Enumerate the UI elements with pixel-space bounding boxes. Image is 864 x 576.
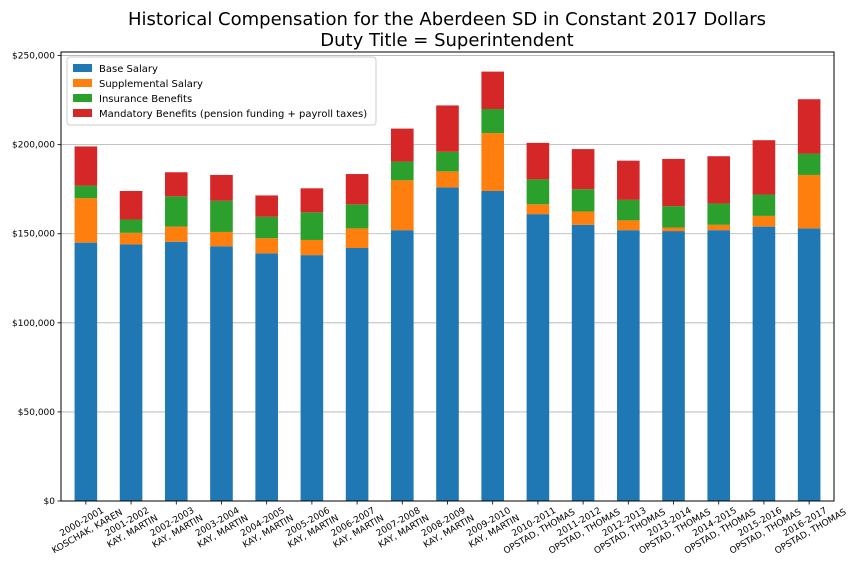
legend-label: Mandatory Benefits (pension funding + pa… — [99, 109, 367, 120]
bar-segment — [119, 190, 143, 220]
y-axis: $0 $50,000 $100,000 $150,000 $200,000 $250,00… — [12, 52, 61, 507]
bar-segment — [752, 140, 776, 195]
bar-segment — [571, 189, 595, 212]
bar-segment — [164, 241, 188, 501]
bar-segment — [390, 230, 414, 501]
bar-segment — [210, 231, 233, 247]
legend-swatch — [73, 109, 92, 117]
bar-segment — [526, 179, 550, 205]
bar-segment — [662, 158, 685, 207]
bar-segment — [752, 215, 776, 227]
bar-segment — [345, 247, 369, 501]
bar-segment — [752, 226, 776, 501]
bar-segment — [255, 216, 278, 239]
bar-segment — [119, 219, 143, 233]
bar-segment — [345, 204, 369, 229]
bar-segment — [74, 146, 98, 186]
y-tick-label: $50,000 — [18, 408, 55, 418]
chart-title-line-2: Duty Title = Superintendent — [320, 30, 573, 51]
bar-segment — [210, 246, 233, 501]
chart-title-line-1: Historical Compensation for the Aberdeen… — [128, 9, 766, 30]
bar-segment — [797, 153, 821, 175]
legend-swatch — [73, 79, 92, 87]
bar-segment — [210, 200, 233, 232]
bar-segment — [571, 149, 595, 190]
legend: Base Salary Supplemental Salary Insurance … — [66, 56, 377, 126]
bar-segment — [436, 151, 459, 172]
bar-segment — [210, 174, 233, 201]
bar-segment — [74, 185, 98, 199]
y-tick-label: $200,000 — [12, 141, 55, 151]
bar-segment — [164, 226, 188, 242]
bar-segment — [119, 232, 143, 245]
bar-segment — [707, 230, 731, 501]
bar-segment — [662, 227, 685, 232]
bar-segment — [300, 255, 324, 501]
bar-segment — [617, 230, 640, 501]
bar-segment — [752, 194, 776, 216]
bar-segment — [436, 171, 459, 188]
bar-segment — [481, 133, 505, 191]
y-tick-label: $100,000 — [12, 319, 55, 329]
bar-segment — [300, 239, 324, 256]
bar-segment — [526, 142, 550, 180]
bar-segment — [526, 204, 550, 215]
bar-segment — [164, 196, 188, 227]
bar-segment — [662, 206, 685, 228]
bar-segment — [300, 212, 324, 240]
bar-segment — [436, 187, 459, 501]
bar-segment — [797, 228, 821, 501]
legend-box — [66, 56, 377, 126]
y-tick-label: $250,000 — [12, 52, 55, 62]
bar-segment — [662, 231, 685, 501]
bar-segment — [571, 211, 595, 225]
bar-segment — [390, 161, 414, 181]
y-tick-label: $0 — [44, 497, 56, 507]
bar-segment — [390, 128, 414, 162]
bar-segment — [300, 188, 324, 213]
bar-segment — [255, 195, 278, 217]
bar-segment — [255, 253, 278, 501]
y-tick-label: $150,000 — [12, 230, 55, 240]
bar-segment — [707, 203, 731, 225]
legend-label: Insurance Benefits — [99, 94, 192, 105]
bars — [74, 71, 821, 502]
bar-segment — [74, 198, 98, 243]
chart-title: Historical Compensation for the Aberdeen… — [128, 9, 766, 51]
legend-swatch — [73, 64, 92, 72]
bar-segment — [797, 99, 821, 154]
bar-segment — [481, 109, 505, 134]
bar-segment — [707, 224, 731, 231]
bar-segment — [345, 174, 369, 205]
bar-segment — [481, 190, 505, 501]
bar-segment — [526, 214, 550, 501]
bar-segment — [74, 242, 98, 501]
bar-segment — [481, 71, 505, 110]
legend-label: Supplemental Salary — [99, 79, 203, 90]
bar-segment — [436, 105, 459, 152]
bar-segment — [119, 244, 143, 501]
bar-segment — [617, 199, 640, 221]
legend-label: Base Salary — [99, 64, 158, 75]
bar-segment — [255, 238, 278, 254]
bar-segment — [617, 160, 640, 200]
bar-segment — [571, 224, 595, 502]
bar-segment — [164, 172, 188, 197]
bar-segment — [707, 156, 731, 204]
bar-segment — [345, 228, 369, 248]
bar-segment — [617, 220, 640, 231]
legend-swatch — [73, 94, 92, 102]
bar-segment — [797, 174, 821, 229]
bar-segment — [390, 180, 414, 231]
